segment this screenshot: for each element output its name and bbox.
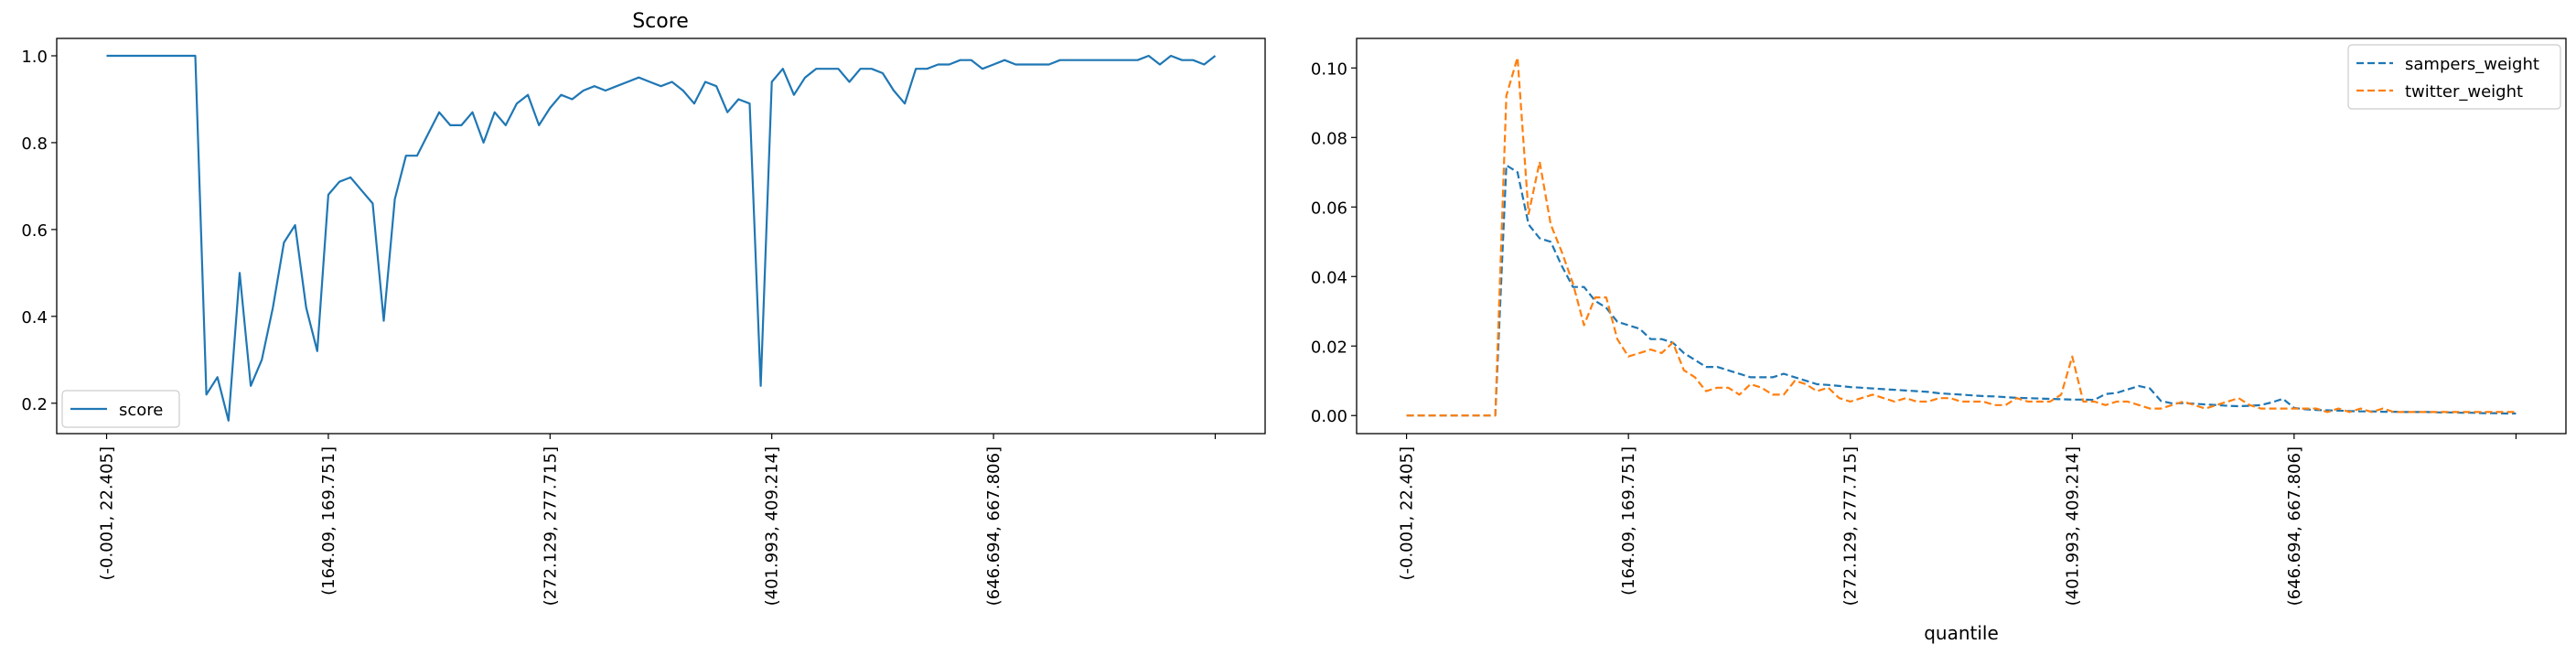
y-tick-label: 0.6 xyxy=(21,221,48,241)
y-tick-label: 0.2 xyxy=(21,395,48,414)
series-line-twitter-weight xyxy=(1406,56,2517,417)
y-tick-label: 1.0 xyxy=(21,48,48,67)
y-tick-label: 0.10 xyxy=(1311,59,1347,79)
x-tick-label: (646.694, 667.806] xyxy=(984,446,1004,606)
y-tick-label: 0.08 xyxy=(1311,129,1347,148)
legend-label-twitter-weight: twitter_weight xyxy=(2405,82,2523,102)
y-tick-label: 0.4 xyxy=(21,308,48,328)
y-tick-label: 0.04 xyxy=(1311,268,1347,287)
left-legend-box xyxy=(61,390,180,428)
series-line-score xyxy=(106,54,1217,422)
legend-label-score: score xyxy=(119,401,163,420)
left-legend: score xyxy=(61,390,180,428)
series-line-sampers-weight xyxy=(1406,164,2517,417)
x-tick-label: (646.694, 667.806] xyxy=(2285,446,2304,606)
right-axes-frame xyxy=(1356,38,2567,435)
left-y-ticks: 0.2 0.4 0.6 0.8 1.0 xyxy=(21,48,57,414)
x-tick-label: (164.09, 169.751] xyxy=(319,446,338,596)
x-tick-label: (272.129, 277.715] xyxy=(1841,446,1861,606)
right-legend-box xyxy=(2347,44,2561,110)
x-tick-label: (272.129, 277.715] xyxy=(541,446,560,606)
x-tick-label: (-0.001, 22.405] xyxy=(1398,446,1417,581)
left-chart-title: Score xyxy=(632,10,689,33)
score-panel: Score 0.2 0.4 0.6 0.8 1.0 (-0.001, 22.405] (1… xyxy=(21,10,1266,606)
right-legend: sampers_weight twitter_weight xyxy=(2347,44,2561,110)
y-tick-label: 0.00 xyxy=(1311,407,1347,426)
right-x-ticks: (-0.001, 22.405] (164.09, 169.751] (272.12… xyxy=(1398,434,2517,606)
y-tick-label: 0.02 xyxy=(1311,338,1347,357)
left-axes-frame xyxy=(56,38,1266,435)
legend-label-sampers-weight: sampers_weight xyxy=(2405,55,2539,74)
x-tick-label: (164.09, 169.751] xyxy=(1619,446,1638,596)
left-x-ticks: (-0.001, 22.405] (164.09, 169.751] (272.12… xyxy=(98,434,1217,606)
weights-plot-lines xyxy=(1406,56,2517,417)
x-tick-label: (-0.001, 22.405] xyxy=(98,446,117,581)
x-tick-label: (401.993, 409.214] xyxy=(763,446,782,606)
score-plot-lines xyxy=(106,54,1217,422)
y-tick-label: 0.8 xyxy=(21,134,48,154)
weights-panel: 0.00 0.02 0.04 0.06 0.08 0.10 (-0.001, 22.405… xyxy=(1311,38,2567,644)
right-x-axis-label: quantile xyxy=(1924,622,1999,644)
right-y-ticks: 0.00 0.02 0.04 0.06 0.08 0.10 xyxy=(1311,59,1357,426)
x-tick-label: (401.993, 409.214] xyxy=(2063,446,2082,606)
y-tick-label: 0.06 xyxy=(1311,199,1347,218)
